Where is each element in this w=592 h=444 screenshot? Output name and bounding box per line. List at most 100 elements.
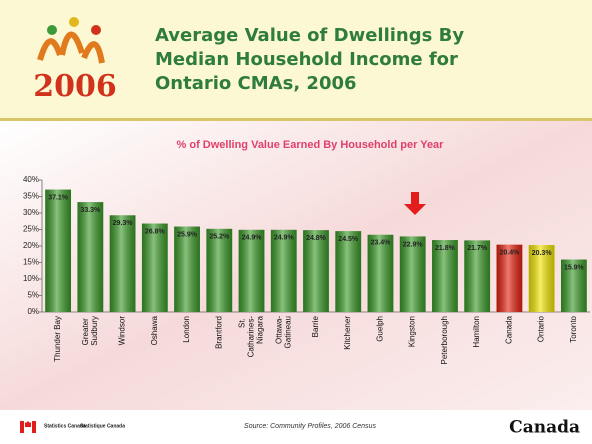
value-label: 15.9% bbox=[564, 264, 585, 271]
text-line: Thunder Bay bbox=[53, 316, 62, 362]
logo: 2006 bbox=[33, 17, 117, 104]
x-tick-label: Guelph bbox=[376, 316, 385, 342]
value-label: 24.9% bbox=[242, 235, 263, 242]
bar-shading bbox=[303, 230, 329, 312]
value-label: 24.8% bbox=[306, 235, 327, 242]
chart-subtitle: % of Dwelling Value Earned By Household … bbox=[177, 139, 445, 151]
x-tick-label: Kingston bbox=[408, 316, 417, 347]
y-tick-label: 30% bbox=[23, 208, 39, 217]
value-label: 24.5% bbox=[338, 236, 359, 243]
text-line: Ontario CMAs, 2006 bbox=[155, 73, 357, 94]
y-tick-label: 5% bbox=[27, 291, 39, 300]
canada-wordmark: Canada bbox=[509, 418, 580, 438]
text-line: Average Value of Dwellings By bbox=[155, 25, 470, 46]
value-label: 20.4% bbox=[499, 250, 520, 257]
logo-head bbox=[47, 25, 57, 35]
text-line: Ottawa- bbox=[274, 316, 283, 344]
text-line: Toronto bbox=[569, 315, 578, 342]
text-line: Oshawa bbox=[150, 315, 159, 345]
chart-title: Average Value of Dwellings By Median Hou… bbox=[155, 25, 470, 94]
text-line: Kingston bbox=[408, 316, 417, 347]
value-label: 22.9% bbox=[403, 241, 424, 248]
value-label: 21.7% bbox=[467, 245, 488, 252]
bar-shading bbox=[496, 244, 523, 312]
source-note: Source: Community Profiles, 2006 Census bbox=[244, 423, 376, 430]
logo-head bbox=[91, 25, 101, 35]
x-tick-label: Oshawa bbox=[150, 315, 159, 345]
text-line: Greater bbox=[81, 316, 90, 345]
y-tick-label: 15% bbox=[23, 258, 39, 267]
x-tick-label: Brantford bbox=[214, 316, 223, 349]
text-line: Niagara bbox=[256, 315, 265, 344]
bar-shading bbox=[560, 259, 587, 312]
value-label: 37.1% bbox=[48, 194, 69, 201]
value-label: 20.3% bbox=[532, 250, 553, 257]
text-line: Brantford bbox=[214, 316, 223, 349]
x-tick-label: Ottawa-Gatineau bbox=[274, 316, 292, 349]
footer-band bbox=[0, 410, 592, 444]
bar-shading bbox=[270, 229, 297, 312]
value-label: 29.3% bbox=[113, 220, 134, 227]
logo-text: 2006 bbox=[33, 69, 117, 104]
text-line: Windsor bbox=[118, 316, 127, 346]
bar-shading bbox=[367, 234, 394, 312]
text-line: Gatineau bbox=[283, 316, 292, 348]
x-tick-label: Kitchener bbox=[343, 316, 352, 350]
y-tick-label: 40% bbox=[23, 175, 39, 184]
logo-figures bbox=[37, 31, 105, 64]
x-tick-label: Windsor bbox=[118, 316, 127, 346]
bar-shading bbox=[238, 229, 265, 312]
flag-leaf bbox=[25, 421, 31, 427]
value-label: 24.9% bbox=[274, 235, 295, 242]
bar-shading bbox=[335, 231, 362, 312]
value-label: 21.8% bbox=[435, 245, 456, 252]
value-label: 25.2% bbox=[209, 234, 230, 241]
bar-shading bbox=[174, 226, 200, 312]
text-line: Barrie bbox=[311, 315, 320, 337]
text-line: Kitchener bbox=[343, 316, 352, 350]
bar-shading bbox=[206, 228, 233, 312]
bar-shading bbox=[399, 236, 426, 312]
text-line: Catharines- bbox=[247, 316, 256, 358]
bar-shading bbox=[141, 223, 168, 312]
x-tick-label: Ontario bbox=[537, 315, 546, 342]
bar-shading bbox=[45, 189, 72, 312]
x-tick-label: Barrie bbox=[311, 315, 320, 337]
flag-bar bbox=[32, 421, 36, 433]
bar-shading bbox=[109, 215, 136, 312]
x-tick-label: Greater Sudbury bbox=[81, 316, 99, 346]
bar-shading bbox=[432, 240, 458, 312]
bar-shading bbox=[77, 202, 104, 312]
footer-logo-text: Statistique Canada bbox=[80, 423, 125, 429]
y-tick-label: 35% bbox=[23, 192, 39, 201]
y-tick-label: 0% bbox=[27, 307, 39, 316]
y-tick-label: 10% bbox=[23, 274, 39, 283]
text-line: Canada bbox=[505, 315, 514, 344]
x-tick-label: Toronto bbox=[569, 315, 578, 342]
x-tick-label: Thunder Bay bbox=[53, 316, 62, 362]
text-line: Hamilton bbox=[472, 316, 481, 348]
y-tick-label: 25% bbox=[23, 225, 39, 234]
text-line: Sudbury bbox=[90, 316, 99, 346]
x-tick-label: Peterborough bbox=[440, 316, 449, 364]
x-tick-label: Hamilton bbox=[472, 316, 481, 348]
value-label: 23.4% bbox=[371, 240, 392, 247]
value-label: 26.8% bbox=[145, 228, 166, 235]
logo-head bbox=[69, 17, 79, 27]
bar-shading bbox=[528, 245, 555, 312]
x-tick-label: Canada bbox=[505, 315, 514, 344]
text-line: Ontario bbox=[537, 315, 546, 342]
y-tick-label: 20% bbox=[23, 241, 39, 250]
text-line: Guelph bbox=[376, 316, 385, 342]
text-line: Median Household Income for bbox=[155, 49, 464, 70]
bar-shading bbox=[464, 240, 491, 312]
flag-bar bbox=[20, 421, 24, 433]
text-line: St. bbox=[238, 316, 247, 328]
x-tick-label: London bbox=[182, 316, 191, 343]
text-line: Peterborough bbox=[440, 316, 449, 364]
value-label: 33.3% bbox=[80, 207, 101, 214]
footer-logo-text: Statistics Canada bbox=[44, 423, 86, 429]
header-rule bbox=[0, 118, 592, 121]
value-label: 25.9% bbox=[177, 231, 198, 238]
